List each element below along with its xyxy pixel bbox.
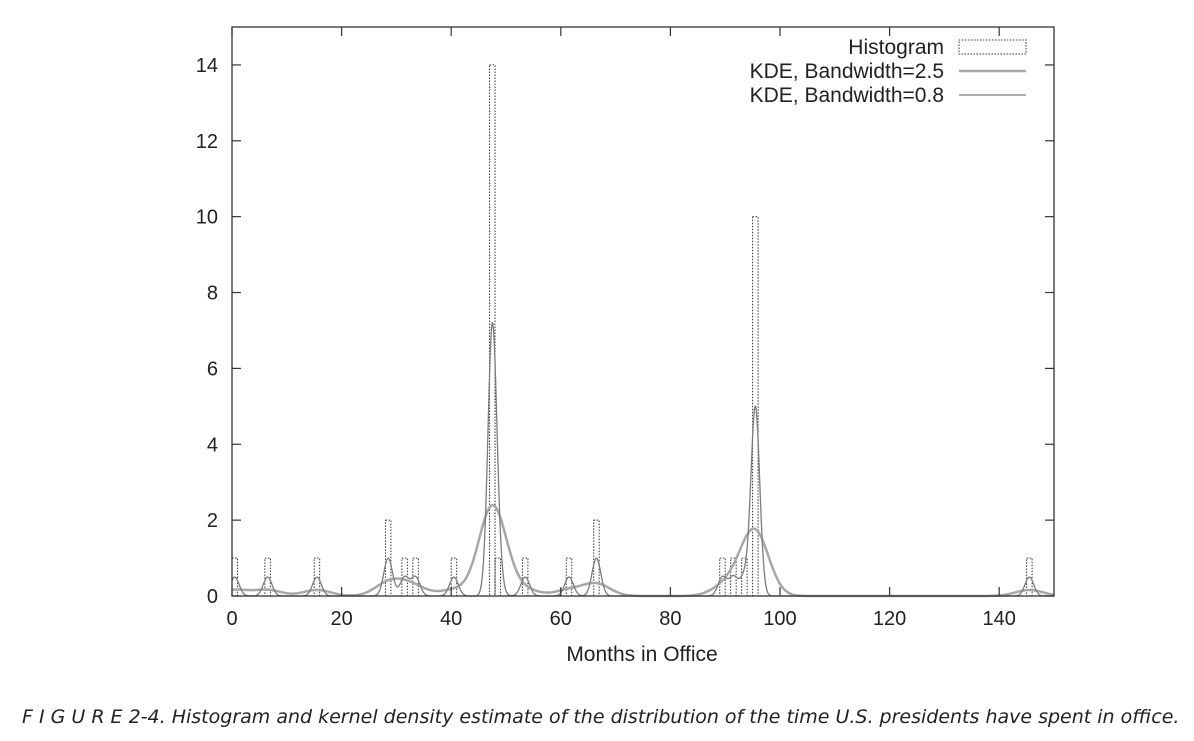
legend-swatch-histogram — [958, 39, 1027, 55]
legend-label-3: KDE, Bandwidth=0.8 — [750, 84, 944, 107]
y-tick-label: 2 — [207, 510, 218, 532]
histogram-bars — [231, 64, 1033, 597]
x-axis-title: Months in Office — [566, 643, 717, 666]
x-tick-label: 20 — [330, 608, 352, 630]
histogram-bar — [494, 557, 502, 597]
y-tick-label: 6 — [207, 358, 218, 380]
legend-label-2: KDE, Bandwidth=2.5 — [750, 60, 944, 83]
x-tick-label: 120 — [873, 608, 906, 630]
y-tick-label: 4 — [207, 434, 218, 456]
y-tick-label: 14 — [196, 55, 218, 77]
kde-line-series-2 — [231, 321, 1055, 597]
kde-curves — [231, 321, 1055, 598]
plot-frame — [231, 26, 1055, 597]
x-tick-label: 60 — [550, 608, 572, 630]
x-tick-label: 100 — [763, 608, 796, 630]
tick-labels: 0 20 40 60 80 100 120 140 0 2 4 6 8 10 12 14 — [196, 55, 1016, 630]
x-tick-label: 140 — [983, 608, 1016, 630]
figure-caption: F I G U R E 2-4. Histogram and kernel de… — [22, 706, 1180, 728]
chart: 0 20 40 60 80 100 120 140 0 2 4 6 8 10 12 14 Months in … — [196, 26, 1055, 666]
x-tick-label: 0 — [226, 608, 237, 630]
y-tick-label: 10 — [196, 207, 218, 229]
y-tick-label: 8 — [207, 283, 218, 305]
x-tick-label: 80 — [659, 608, 681, 630]
histogram-bar — [489, 64, 496, 597]
y-tick-label: 12 — [196, 131, 218, 153]
y-tick-label: 0 — [207, 586, 218, 608]
axes — [231, 26, 1055, 597]
legend-label-1: Histogram — [848, 36, 944, 59]
kde-line-series-1 — [231, 503, 1055, 598]
x-tick-label: 40 — [440, 608, 462, 630]
histogram-bar — [741, 557, 748, 597]
